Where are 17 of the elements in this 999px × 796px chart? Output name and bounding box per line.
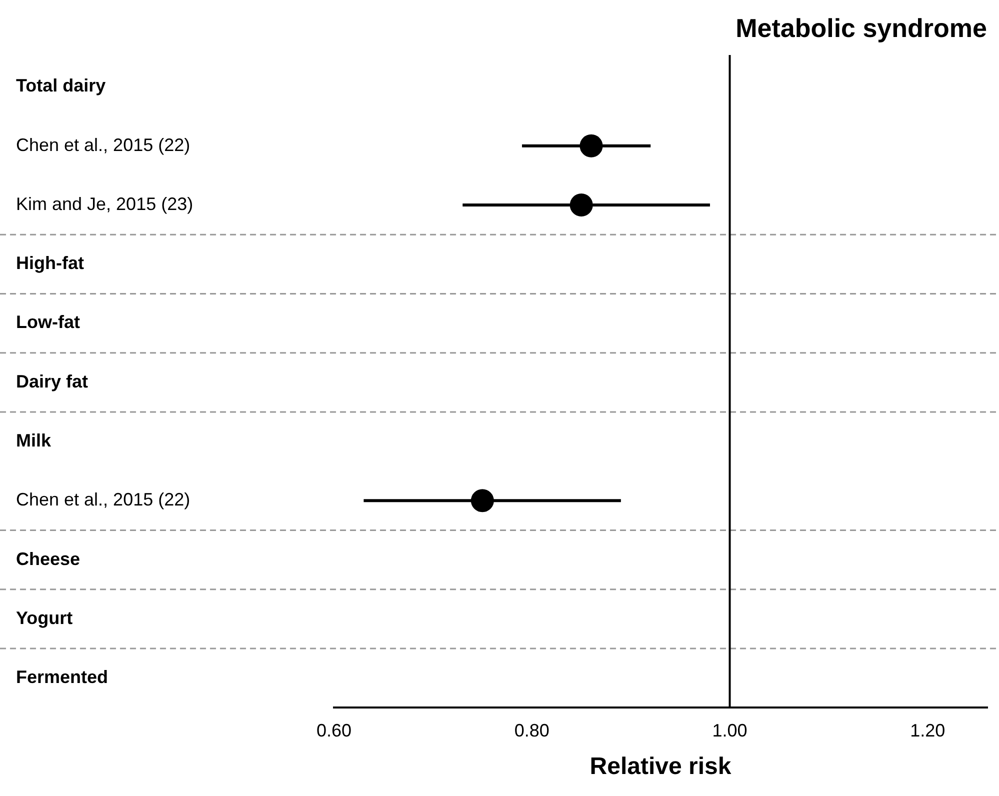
- y-tick-label: Dairy fat: [16, 371, 88, 392]
- chart-title: Metabolic syndrome: [736, 12, 987, 43]
- x-tick-label: 1.20: [910, 720, 946, 740]
- y-tick-label: Chen et al., 2015 (22): [16, 134, 190, 155]
- y-tick-label: Yogurt: [16, 608, 73, 628]
- y-tick-label: Low-fat: [16, 312, 80, 332]
- y-tick-label: Chen et al., 2015 (22): [16, 490, 190, 510]
- y-tick-label: High-fat: [16, 253, 84, 274]
- x-tick-label: 0.80: [514, 720, 550, 740]
- x-axis-title: Relative risk: [590, 753, 732, 780]
- y-tick-label: Kim and Je, 2015 (23): [16, 194, 194, 214]
- y-tick-label: Cheese: [16, 548, 80, 569]
- x-tick-label: 1.00: [712, 720, 748, 740]
- y-tick-label: Milk: [16, 430, 52, 450]
- x-tick-label: 0.60: [316, 720, 352, 740]
- y-tick-label: Fermented: [16, 667, 108, 688]
- y-tick-label: Total dairy: [16, 76, 106, 96]
